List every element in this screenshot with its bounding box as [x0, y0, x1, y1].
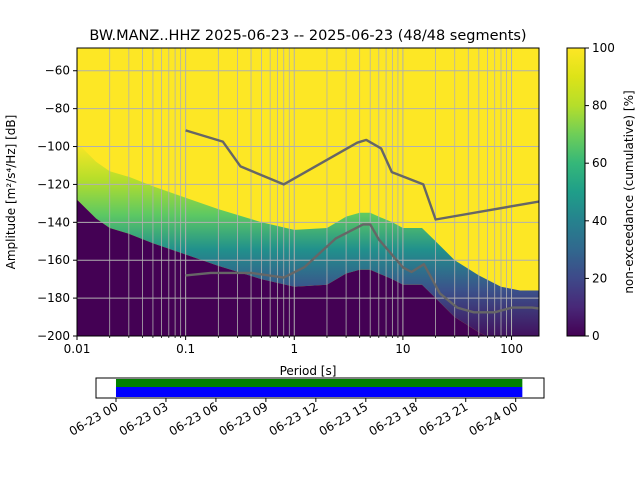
- colorbar-gradient: [566, 47, 586, 337]
- y-tick-label: −140: [37, 215, 70, 229]
- series-line-nhnm: [185, 129, 539, 221]
- chart-title: BW.MANZ..HHZ 2025-06-23 -- 2025-06-23 (4…: [89, 28, 526, 44]
- timeline-tick-label: 06-24 00: [466, 399, 520, 438]
- y-tick-label: −160: [37, 253, 70, 267]
- x-axis: 0.01 0.1 1 10 100: [64, 336, 523, 356]
- x-tick-label: 0.01: [64, 342, 91, 356]
- psd-heatmap: [77, 48, 539, 336]
- psd-low-region: [77, 199, 539, 336]
- x-tick-label: 1: [290, 342, 298, 356]
- noise-models: [185, 129, 539, 314]
- psd-transition-band: [77, 142, 539, 336]
- timeline-tick-label: 06-23 15: [317, 399, 371, 438]
- timeline-tick-label: 06-23 18: [367, 399, 421, 438]
- coverage-bar-top: [115, 379, 523, 387]
- plot-frame: [76, 47, 540, 337]
- timeline-tick-label: 06-23 03: [117, 399, 171, 438]
- coverage-bar-bottom: [115, 387, 523, 397]
- colorbar-ticks: 0 20 40 60 80 100: [585, 41, 615, 343]
- timeline-tick-label: 06-23 06: [167, 399, 221, 438]
- colorbar-tick-label: 100: [592, 41, 615, 55]
- colorbar-tick-label: 20: [592, 271, 607, 285]
- y-tick-label: −60: [45, 64, 70, 78]
- series-line-nlnm: [185, 223, 539, 314]
- y-axis-label: Amplitude [m²/s⁴/Hz] [dB]: [4, 115, 18, 270]
- y-axis: −200 −180 −160 −140 −120 −100 −80 −60: [37, 64, 77, 343]
- x-tick-label: 100: [500, 342, 523, 356]
- timeline-tick-label: 06-23 00: [67, 399, 121, 438]
- colorbar-tick-label: 40: [592, 214, 607, 228]
- y-tick-label: −100: [37, 140, 70, 154]
- y-tick-label: −80: [45, 102, 70, 116]
- x-tick-label: 10: [395, 342, 410, 356]
- colorbar-tick-label: 60: [592, 156, 607, 170]
- x-axis-label: Period [s]: [280, 364, 337, 378]
- colorbar-tick-label: 80: [592, 99, 607, 113]
- y-tick-label: −180: [37, 291, 70, 305]
- grid: [76, 48, 539, 337]
- x-tick-label: 0.1: [176, 342, 195, 356]
- colorbar: 0 20 40 60 80 100 non-exceedance (cumulative)…: [566, 41, 636, 343]
- timeline-tick-label: 06-23 21: [417, 399, 471, 438]
- colorbar-tick-label: 0: [592, 329, 600, 343]
- timeline-tick-label: 06-23 09: [217, 399, 271, 438]
- colorbar-label: non-exceedance (cumulative) [%]: [622, 90, 636, 293]
- plot-area: 0.01 0.1 1 10 100 −200 −180 −160 −140 −120 −100 −8…: [4, 47, 540, 378]
- y-tick-label: −200: [37, 329, 70, 343]
- timeline-tick-label: 06-23 12: [267, 399, 321, 438]
- y-tick-label: −120: [37, 177, 70, 191]
